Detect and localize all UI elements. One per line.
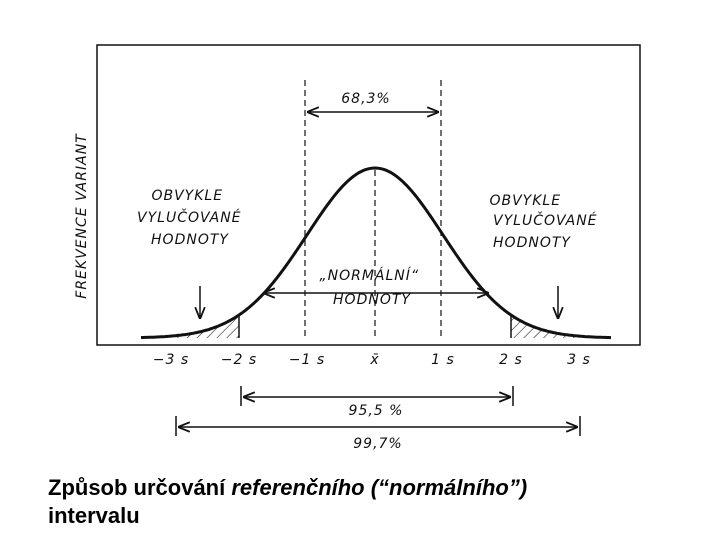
frame (96, 44, 641, 346)
tail-right (511, 315, 611, 338)
curve (141, 166, 612, 340)
caption-text: intervalu (48, 503, 140, 528)
note-line: HODNOTY (333, 292, 411, 308)
note-line: HODNOTY (493, 235, 571, 251)
x-label: −3 s (153, 352, 189, 368)
right-note: OBVYKLE VYLUČOVANÉ HODNOTY (489, 193, 603, 251)
caption: Způsob určování referenčního (“normálníh… (48, 474, 527, 530)
guides (304, 80, 442, 340)
note-line: OBVYKLE (489, 193, 561, 209)
y-axis-label: FREKVENCE VARIANT (74, 133, 90, 299)
left-note: OBVYKLE VYLUČOVANÉ HODNOTY (137, 188, 247, 248)
center-note: „NORMÁLNÍ“ HODNOTY (319, 267, 424, 308)
arrows (175, 112, 581, 436)
span-label: 68,3% (341, 91, 390, 107)
x-label: −2 s (221, 352, 257, 368)
caption-text: Způsob určování (48, 475, 232, 500)
curve-group (141, 166, 612, 340)
note-line: VYLUČOVANÉ (493, 211, 598, 229)
x-label: 1 s (431, 352, 455, 368)
note-line: HODNOTY (151, 232, 229, 248)
caption-italic: referenčního (“normálního”) (231, 475, 528, 500)
x-label: 3 s (567, 352, 591, 368)
x-labels: −3 s −2 s −1 s x̄ 1 s 2 s 3 s (153, 352, 591, 368)
tail-left (141, 315, 239, 338)
note-line: OBVYKLE (151, 188, 223, 204)
x-label: −1 s (289, 352, 325, 368)
x-label: x̄ (369, 352, 379, 368)
diagram: FREKVENCE VARIANT 68,3% OBVYKLE VYLUČOVA… (74, 44, 641, 452)
note-line: VYLUČOVANÉ (137, 208, 242, 226)
x-label: 2 s (499, 352, 523, 368)
interval-95-label: 95,5 % (349, 403, 404, 419)
note-line: „NORMÁLNÍ“ (319, 267, 419, 284)
interval-99-label: 99,7% (353, 436, 402, 452)
